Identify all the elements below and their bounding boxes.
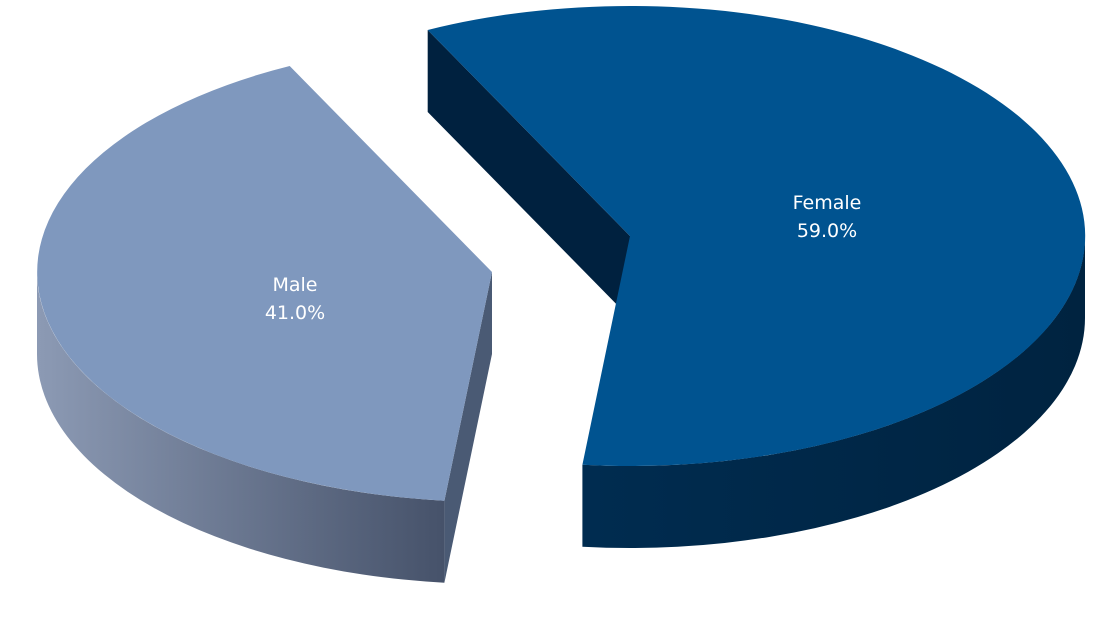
pie-slice-male-label: Male xyxy=(272,274,317,296)
pie-slice-female-label: Female xyxy=(793,192,862,214)
pie-slice-female-outer-side xyxy=(582,236,1085,548)
pie-slice-male-percent-label: 41.0% xyxy=(265,302,325,324)
pie-slice-male-top xyxy=(37,66,492,501)
pie-slice-female-percent-label: 59.0% xyxy=(797,220,857,242)
pie-slice-male-inner-side xyxy=(444,272,492,583)
pie-slice-male[interactable]: Male 41.0% xyxy=(37,66,492,583)
pie-slice-male-outer-side xyxy=(37,272,445,583)
pie-slice-female[interactable]: Female 59.0% xyxy=(427,5,1086,548)
pie-slice-female-inner-side xyxy=(427,30,630,318)
pie-slice-female-top xyxy=(427,5,1086,466)
